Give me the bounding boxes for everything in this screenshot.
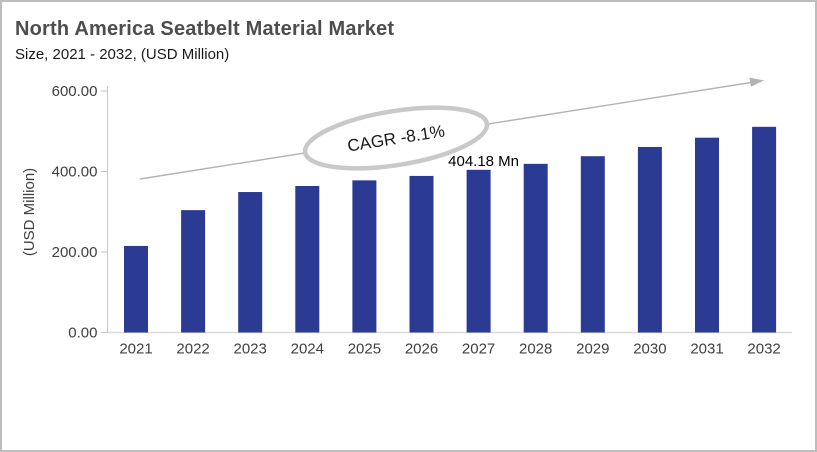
x-tick-label-2031: 2031 [690, 341, 723, 358]
bar-2027 [466, 169, 491, 333]
x-tick-label-2027: 2027 [462, 341, 495, 358]
y-tick-label: 0.00 [68, 325, 97, 342]
x-tick-label-2021: 2021 [119, 341, 152, 358]
x-tick-label-2032: 2032 [747, 341, 780, 358]
bar-2032 [752, 126, 777, 333]
x-tick-label-2025: 2025 [348, 341, 381, 358]
data-label-2027: 404.18 Mn [448, 153, 519, 170]
chart-title: North America Seatbelt Material Market [15, 18, 395, 40]
bar-2026 [409, 175, 434, 333]
x-tick-label-2029: 2029 [576, 341, 609, 358]
bar-2023 [238, 192, 263, 333]
trend-arrow-head [749, 77, 764, 87]
y-axis-title: (USD Million) [21, 168, 38, 256]
bar-2029 [580, 156, 605, 333]
bar-2025 [352, 180, 377, 333]
bar-2022 [181, 210, 206, 333]
x-tick-label-2023: 2023 [234, 341, 267, 358]
bar-2024 [295, 185, 320, 333]
x-tick-label-2022: 2022 [176, 341, 209, 358]
x-tick-label-2028: 2028 [519, 341, 552, 358]
bar-2028 [523, 163, 548, 333]
y-tick-label: 400.00 [52, 164, 98, 181]
x-tick-label-2024: 2024 [291, 341, 324, 358]
bar-2031 [695, 137, 719, 333]
bar-2030 [637, 146, 662, 333]
chart-subtitle: Size, 2021 - 2032, (USD Million) [15, 46, 230, 63]
y-tick-label: 600.00 [52, 83, 98, 100]
x-tick-label-2030: 2030 [633, 341, 666, 358]
x-tick-label-2026: 2026 [405, 341, 438, 358]
bar-2021 [124, 245, 148, 333]
y-tick-label: 200.00 [52, 244, 98, 261]
cagr-ellipse [302, 105, 490, 171]
